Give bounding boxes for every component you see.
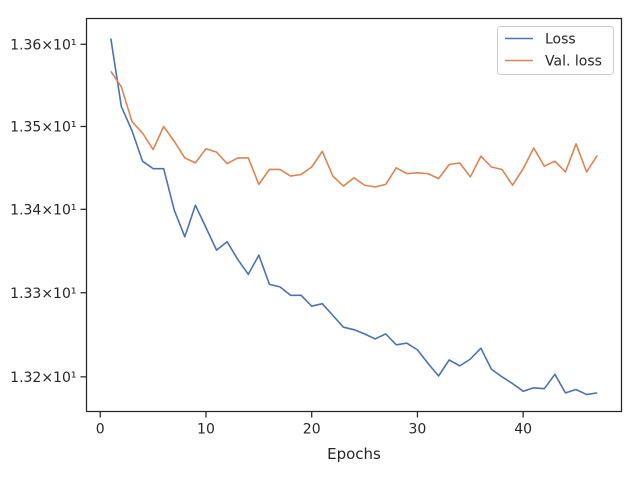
y-axis: 1.32×10¹ 1.33×10¹ 1.34×10¹ 1.35×10¹ 1.36×10¹ bbox=[10, 37, 87, 386]
series-line-0 bbox=[110, 38, 598, 396]
x-tick-label: 40 bbox=[514, 422, 532, 438]
x-tick-label: 30 bbox=[409, 422, 427, 438]
x-tick-label: 20 bbox=[303, 422, 321, 438]
x-tick-label: 10 bbox=[197, 422, 215, 438]
legend-label: Val. loss bbox=[545, 54, 602, 70]
plot-area bbox=[110, 38, 598, 396]
y-tick-label: 1.33×10¹ bbox=[10, 286, 76, 302]
y-tick-label: 1.35×10¹ bbox=[10, 119, 76, 135]
y-tick-label: 1.34×10¹ bbox=[10, 202, 76, 218]
axes-frame bbox=[85, 17, 623, 413]
legend: Loss Val. loss bbox=[497, 26, 614, 75]
y-tick-label: 1.32×10¹ bbox=[10, 370, 76, 386]
legend-label: Loss bbox=[545, 32, 576, 48]
x-axis-label: Epochs bbox=[327, 445, 381, 463]
x-tick-label: 0 bbox=[96, 422, 105, 438]
x-axis: 0 10 20 30 40 bbox=[96, 411, 532, 438]
y-tick-label: 1.36×10¹ bbox=[10, 37, 76, 53]
series-line-1 bbox=[110, 70, 598, 188]
